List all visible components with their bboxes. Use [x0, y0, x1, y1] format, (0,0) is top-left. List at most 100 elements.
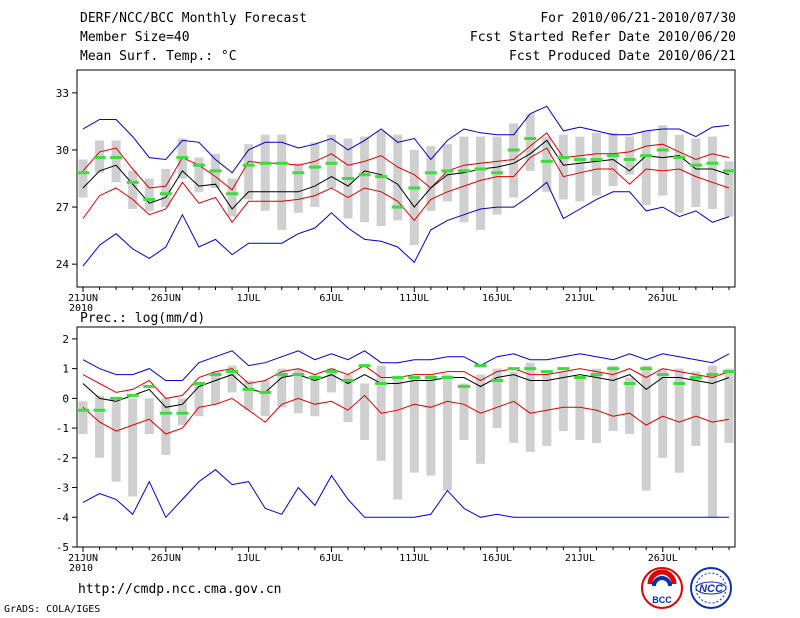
- temp-x-tick-label: 26JUL: [648, 293, 678, 304]
- prec-spread-bar: [161, 398, 171, 455]
- temp-upper_inner-line: [82, 132, 730, 191]
- temp-spread-bar: [194, 157, 204, 192]
- temp-spread-bar: [78, 159, 88, 198]
- prec-upper-line: [82, 350, 730, 381]
- temp-spread-bar: [625, 136, 635, 175]
- temp-spread-bar: [658, 125, 668, 196]
- prec-spread-bar: [194, 383, 204, 417]
- bcc-logo: BCC: [641, 567, 683, 609]
- member-size: Member Size=40: [80, 30, 190, 45]
- temp-observed-marker: [557, 156, 570, 160]
- prec-observed-marker: [424, 376, 437, 380]
- svg-text:NCC: NCC: [699, 583, 724, 595]
- temp-observed-marker: [573, 157, 586, 161]
- grads-credit: GrADS: COLA/IGES: [4, 604, 101, 615]
- prec-observed-marker: [342, 379, 355, 383]
- prec-observed-marker: [325, 370, 338, 374]
- prec-spread-bar: [144, 398, 154, 435]
- temp-x-tick-label: 16JUL: [482, 293, 512, 304]
- temp-x-tick-label: 21JUL: [565, 293, 595, 304]
- prec-spread-bar: [95, 395, 105, 458]
- prec-spread-bar: [476, 374, 486, 464]
- prec-observed-marker: [408, 376, 421, 380]
- temp-spread-bar: [277, 134, 287, 230]
- prec-spread-bar: [509, 371, 519, 443]
- temp-observed-marker: [176, 156, 189, 160]
- temp-lower-line: [82, 181, 730, 267]
- temp-y-tick-label: 30: [56, 144, 69, 157]
- prec-frame: [76, 326, 736, 548]
- prec-spread-bar: [625, 377, 635, 435]
- temp-spread-bar: [525, 113, 535, 171]
- prec-observed-marker: [358, 364, 371, 368]
- ncc-logo: NCC: [690, 567, 732, 609]
- temp-frame: [76, 69, 736, 288]
- forecast-period: For 2010/06/21-2010/07/30: [540, 11, 736, 26]
- temp-observed-marker: [209, 169, 222, 173]
- prec-spread-bar: [227, 365, 237, 393]
- temp-observed-marker: [689, 163, 702, 167]
- prec-spread-bar: [658, 368, 668, 458]
- prec-spread-bar: [326, 368, 336, 393]
- prec-x-tick-label: 21JUN: [68, 553, 98, 564]
- temp-spread-bar: [591, 132, 601, 196]
- prec-y-tick-label: -2: [56, 452, 69, 465]
- prec-observed-marker: [474, 364, 487, 368]
- prec-upper_inner-line: [82, 365, 730, 399]
- temp-observed-marker: [110, 156, 123, 160]
- prec-spread-bar: [707, 365, 717, 518]
- prec-spread-bar: [293, 368, 303, 414]
- prec-spread-bar: [277, 368, 287, 408]
- prec-y-tick-label: -5: [56, 541, 69, 554]
- prec-spread-bar: [128, 398, 138, 497]
- prec-spread-bar: [674, 368, 684, 473]
- prec-observed-marker: [242, 387, 255, 391]
- prec-lower_inner-line: [82, 394, 730, 435]
- prec-x-tick-label: 6JUL: [319, 553, 343, 564]
- temp-observed-marker: [93, 156, 106, 160]
- temp-spread-bar: [360, 136, 370, 223]
- source-url[interactable]: http://cmdp.ncc.cma.gov.cn: [78, 582, 282, 597]
- svg-text:BCC: BCC: [652, 595, 672, 605]
- prec-observed-marker: [723, 370, 735, 374]
- prec-spread-bar: [78, 401, 88, 435]
- prec-observed-marker: [607, 367, 620, 371]
- prec-observed-marker: [457, 384, 470, 388]
- temp-observed-marker: [640, 154, 653, 158]
- temp-spread-bar: [691, 138, 701, 208]
- temp-observed-marker: [143, 197, 156, 201]
- temp-spread-bar: [111, 140, 121, 183]
- prec-x-tick-label: 21JUL: [565, 553, 595, 564]
- temp-observed-marker: [424, 171, 437, 175]
- temp-x-year-label: 2010: [69, 303, 93, 314]
- prec-spread-bar: [558, 371, 568, 432]
- temp-observed-marker: [77, 171, 89, 175]
- temp-x-tick-label: 26JUN: [151, 293, 181, 304]
- prec-observed-marker: [540, 370, 553, 374]
- variable-label: Mean Surf. Temp.: °C: [80, 49, 237, 64]
- prec-title: Prec.: log(mm/d): [80, 311, 205, 326]
- temp-observed-marker: [325, 161, 338, 165]
- temp-observed-marker: [159, 192, 172, 196]
- prec-spread-bar: [111, 401, 121, 482]
- temp-upper-line: [82, 105, 730, 174]
- temp-spread-bar: [393, 134, 403, 221]
- prec-observed-marker: [375, 381, 388, 385]
- prec-y-tick-label: -3: [56, 482, 69, 495]
- temp-observed-marker: [391, 205, 404, 209]
- temp-observed-marker: [375, 175, 388, 179]
- temp-observed-marker: [457, 169, 470, 173]
- temp-observed-marker: [358, 173, 371, 177]
- prec-observed-marker: [292, 373, 305, 377]
- prec-observed-marker: [590, 373, 603, 377]
- temp-x-tick-label: 6JUL: [319, 293, 343, 304]
- temp-observed-marker: [408, 186, 421, 190]
- prec-observed-marker: [226, 370, 239, 374]
- prec-observed-marker: [77, 408, 89, 412]
- prec-spread-bar: [310, 374, 320, 417]
- prec-x-tick-label: 1JUL: [237, 553, 261, 564]
- prec-x-tick-label: 11JUL: [399, 553, 429, 564]
- temp-spread-bar: [707, 136, 717, 209]
- prec-spread-bar: [575, 377, 585, 440]
- temp-observed-marker: [673, 156, 686, 160]
